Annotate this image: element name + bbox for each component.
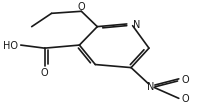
Text: O: O — [181, 74, 189, 84]
Text: O: O — [181, 94, 189, 103]
Text: N: N — [134, 19, 141, 29]
Text: O: O — [78, 2, 85, 12]
Text: HO: HO — [3, 41, 18, 51]
Text: N: N — [147, 81, 155, 91]
Text: O: O — [41, 67, 48, 77]
